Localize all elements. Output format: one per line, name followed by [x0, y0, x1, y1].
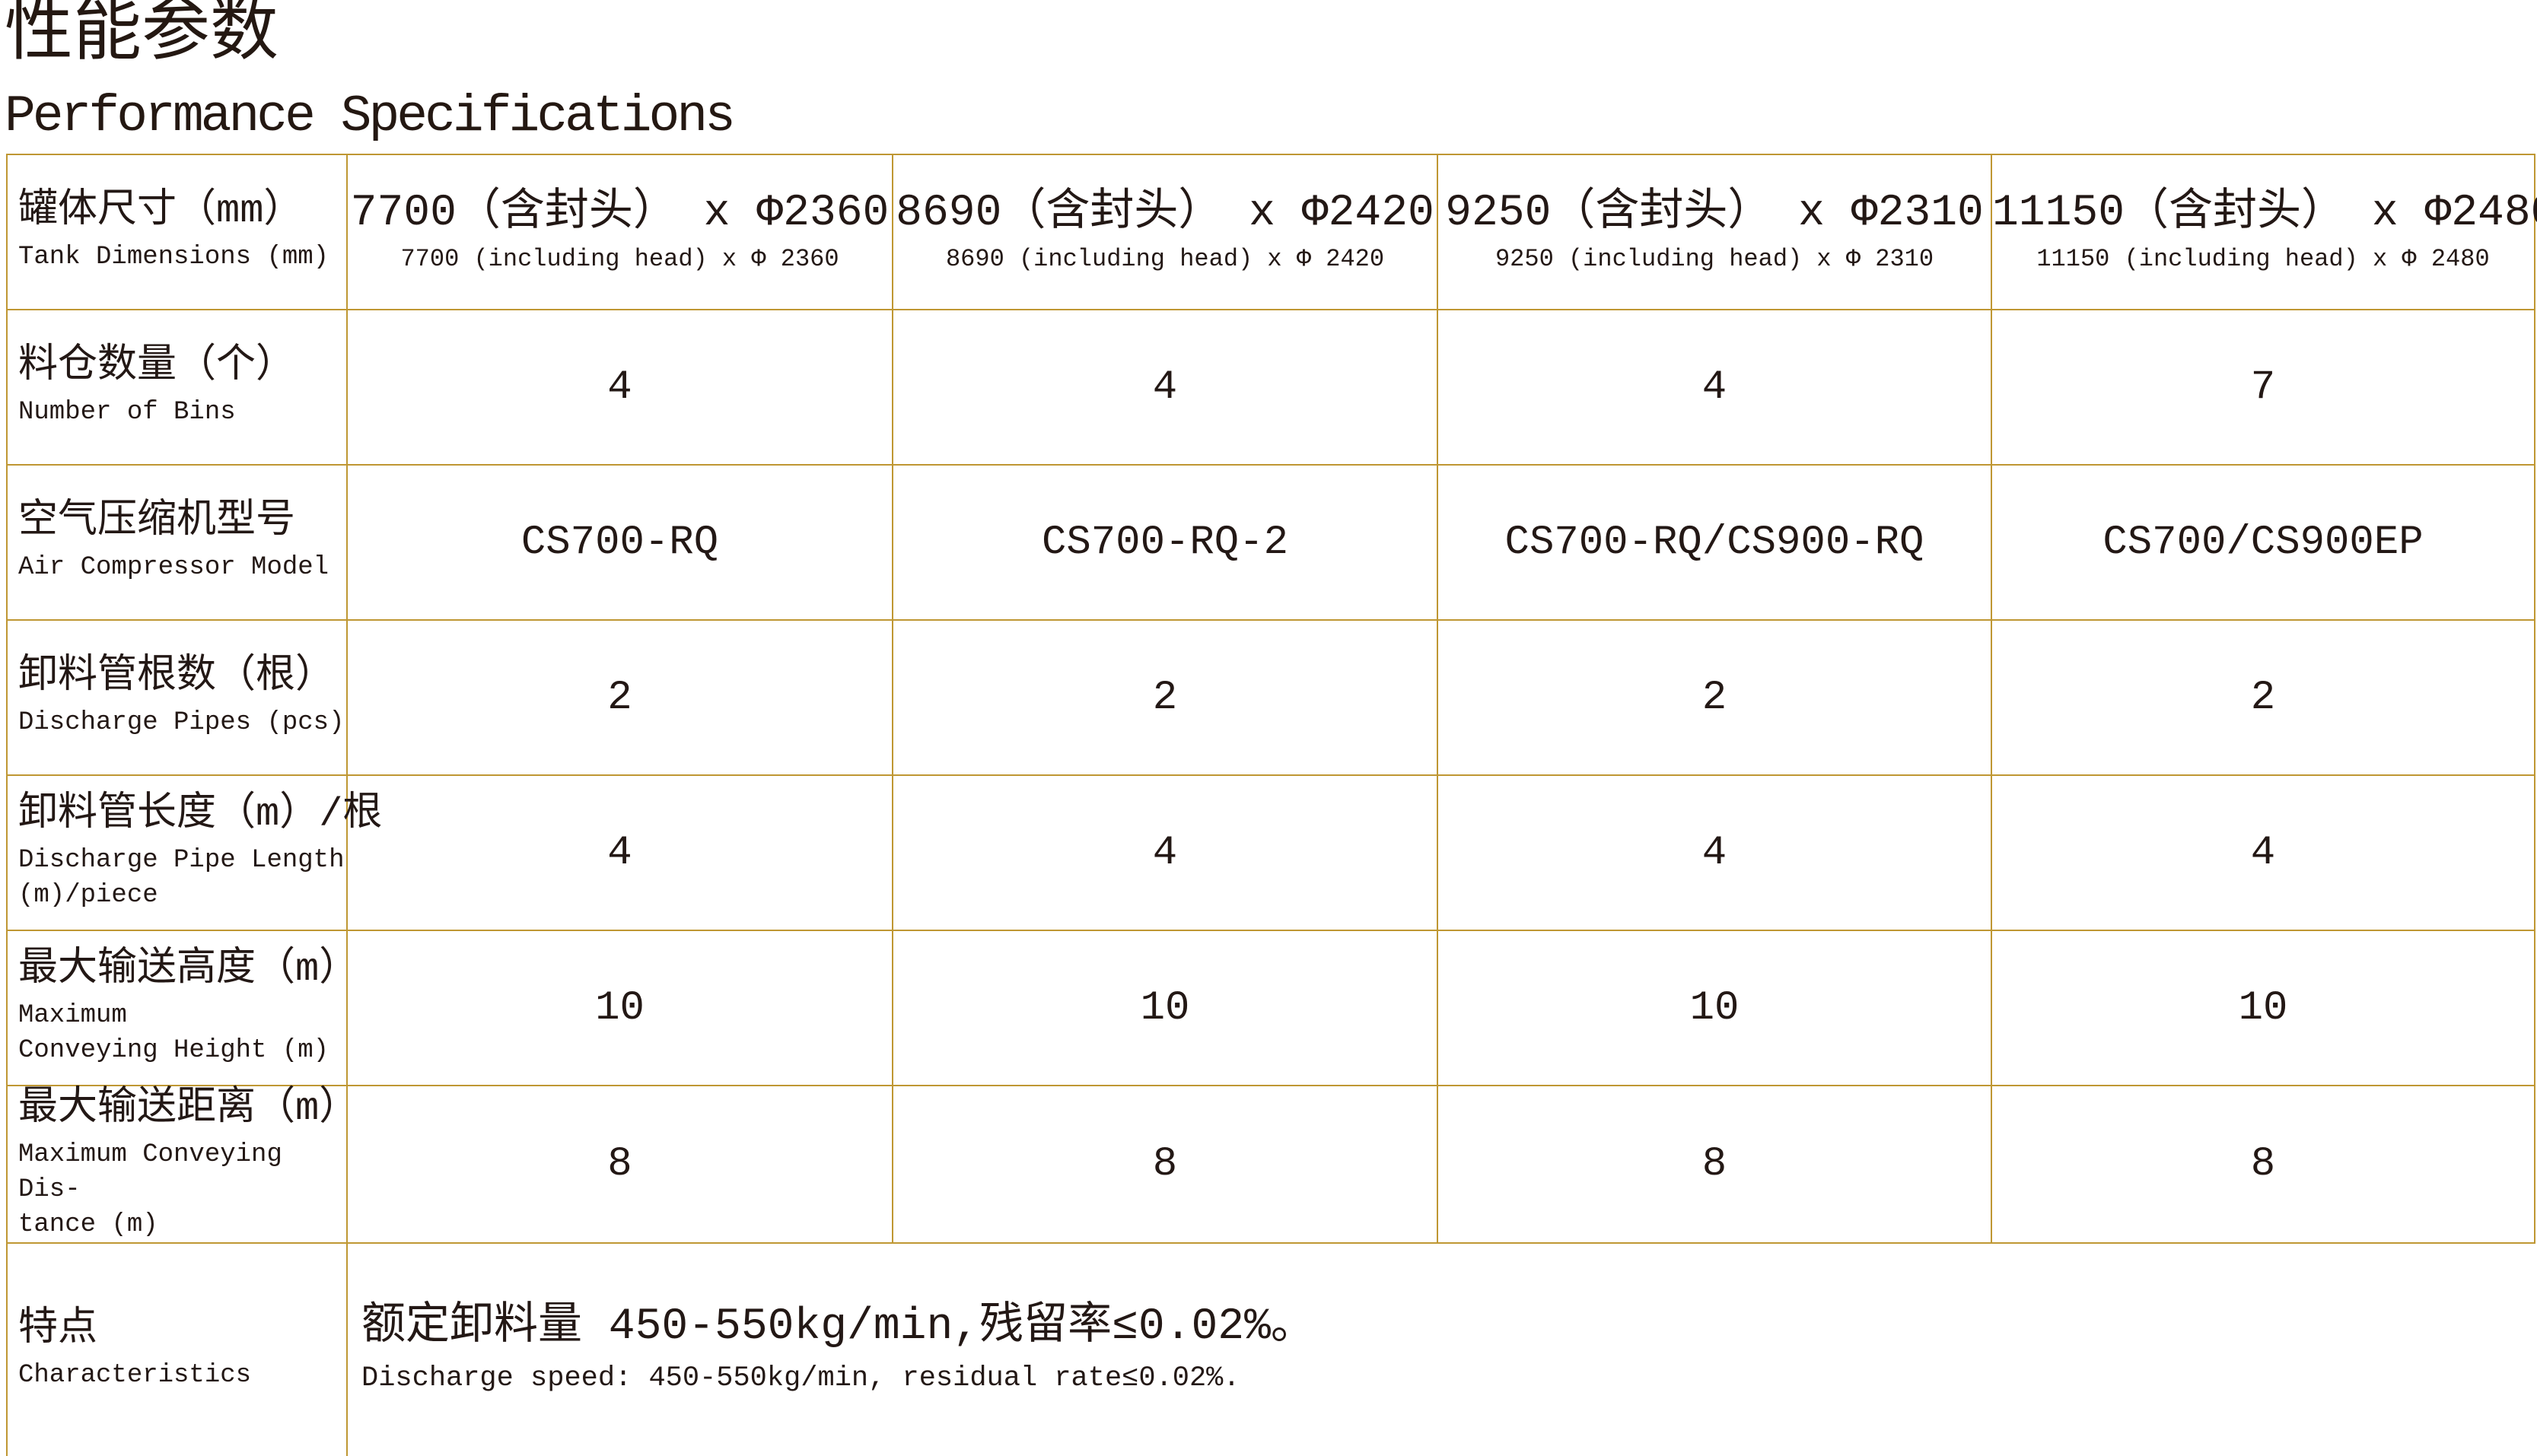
table-row-characteristics: 特点 Characteristics 额定卸料量 450-550kg/min,残… — [6, 1242, 2535, 1456]
spec-value: 4 — [607, 364, 632, 411]
distance-model3: 8 — [1437, 1084, 1992, 1245]
page-header: 性能参数 Performance Specifications — [5, 0, 736, 147]
spec-value: 10 — [1140, 984, 1190, 1032]
spec-value: 4 — [607, 829, 632, 876]
spec-value: CS700/CS900EP — [2102, 519, 2424, 566]
compressor-model1: CS700-RQ — [346, 464, 893, 621]
row-header-number-of-bins: 料仓数量（个） Number of Bins — [6, 309, 348, 466]
height-model3: 10 — [1437, 930, 1992, 1086]
row-label-en: Number of Bins — [18, 397, 236, 427]
spec-value-en: 11150 (including head) x Φ 2480 — [2036, 244, 2490, 273]
characteristics-note: 额定卸料量 450-550kg/min,残留率≤0.02%。 Discharge… — [346, 1242, 2535, 1456]
row-label-cn: 特点 — [18, 1307, 98, 1353]
spec-value: CS700-RQ-2 — [1041, 519, 1289, 566]
spec-value: 8 — [2250, 1141, 2276, 1188]
row-header-max-conveying-distance: 最大输送距离（m） Maximum Conveying Dis- tance (… — [6, 1084, 359, 1245]
table-row-tank-dimensions: 罐体尺寸（mm） Tank Dimensions (mm) 7700（含封头） … — [6, 154, 2537, 310]
tank-dimensions-model1: 7700（含封头） x Φ2360 7700 (including head) … — [346, 154, 893, 310]
row-label-cn: 罐体尺寸（mm） — [18, 189, 304, 234]
spec-value-en: 9250 (including head) x Φ 2310 — [1495, 244, 1934, 273]
row-header-characteristics: 特点 Characteristics — [6, 1242, 348, 1456]
characteristics-note-cn: 额定卸料量 450-550kg/min,残留率≤0.02%。 — [361, 1302, 1315, 1352]
spec-value: 8 — [1152, 1141, 1178, 1188]
distance-model4: 8 — [1991, 1084, 2535, 1245]
distance-model2: 8 — [892, 1084, 1438, 1245]
spec-value: CS700-RQ — [520, 519, 719, 566]
spec-value: 10 — [595, 984, 645, 1032]
spec-value: 2 — [2250, 674, 2276, 721]
row-label-cn: 最大输送距离（m） — [18, 1086, 359, 1131]
table-row-number-of-bins: 料仓数量（个） Number of Bins 4 4 4 7 — [6, 309, 2535, 466]
table-row-max-conveying-height: 最大输送高度（m） Maximum Conveying Height (m) 1… — [6, 930, 2535, 1086]
pipes-model3: 2 — [1437, 619, 1992, 776]
spec-value: 4 — [1152, 829, 1178, 876]
spec-value-cn: 9250（含封头） x Φ2310 — [1445, 189, 1984, 239]
row-label-en: Tank Dimensions (mm) — [18, 242, 329, 272]
row-label-en: Characteristics — [18, 1360, 252, 1390]
distance-model1: 8 — [346, 1084, 893, 1245]
compressor-model4: CS700/CS900EP — [1991, 464, 2535, 621]
row-header-discharge-pipe-length: 卸料管长度（m）/根 Discharge Pipe Length (m)/pie… — [6, 774, 383, 931]
spec-value-cn: 11150（含封头） x Φ2480 — [1992, 189, 2537, 239]
page-subtitle: Performance Specifications — [5, 87, 736, 147]
row-header-air-compressor-model: 空气压缩机型号 Air Compressor Model — [6, 464, 348, 621]
row-label-en: Maximum Conveying Dis- tance (m) — [18, 1140, 282, 1239]
spec-value-cn: 8690（含封头） x Φ2420 — [896, 189, 1434, 239]
height-model4: 10 — [1991, 930, 2535, 1086]
bins-model4: 7 — [1991, 309, 2535, 466]
compressor-model3: CS700-RQ/CS900-RQ — [1437, 464, 1992, 621]
spec-value: 4 — [1701, 364, 1727, 411]
bins-model3: 4 — [1437, 309, 1992, 466]
spec-value: 8 — [1701, 1141, 1727, 1188]
pipe-length-model2: 4 — [892, 774, 1438, 931]
spec-value: 2 — [1701, 674, 1727, 721]
spec-value: 4 — [1152, 364, 1178, 411]
row-header-tank-dimensions: 罐体尺寸（mm） Tank Dimensions (mm) — [6, 154, 348, 310]
table-row-discharge-pipe-length: 卸料管长度（m）/根 Discharge Pipe Length (m)/pie… — [6, 774, 2535, 931]
spec-value: 8 — [607, 1141, 632, 1188]
row-label-cn: 空气压缩机型号 — [18, 499, 296, 545]
spec-value: CS700-RQ/CS900-RQ — [1504, 519, 1924, 566]
table-row-max-conveying-distance: 最大输送距离（m） Maximum Conveying Dis- tance (… — [6, 1084, 2535, 1245]
page-title: 性能参数 — [5, 0, 279, 75]
tank-dimensions-model3: 9250（含封头） x Φ2310 9250 (including head) … — [1437, 154, 1992, 310]
spec-value: 4 — [1701, 829, 1727, 876]
pipe-length-model1: 4 — [346, 774, 893, 931]
row-header-discharge-pipes: 卸料管根数（根） Discharge Pipes (pcs) — [6, 619, 348, 776]
pipes-model2: 2 — [892, 619, 1438, 776]
spec-value-en: 8690 (including head) x Φ 2420 — [945, 244, 1385, 273]
pipe-length-model4: 4 — [1991, 774, 2535, 931]
spec-value-cn: 7700（含封头） x Φ2360 — [350, 189, 890, 239]
row-label-cn: 料仓数量（个） — [18, 344, 296, 389]
row-label-en: Maximum Conveying Height (m) — [18, 1001, 329, 1065]
row-label-cn: 最大输送高度（m） — [18, 947, 359, 993]
table-row-discharge-pipes: 卸料管根数（根） Discharge Pipes (pcs) 2 2 2 2 — [6, 619, 2535, 776]
spec-value: 7 — [2250, 364, 2276, 411]
height-model2: 10 — [892, 930, 1438, 1086]
row-label-cn: 卸料管根数（根） — [18, 654, 336, 700]
bins-model2: 4 — [892, 309, 1438, 466]
row-header-max-conveying-height: 最大输送高度（m） Maximum Conveying Height (m) — [6, 930, 359, 1086]
characteristics-note-en: Discharge speed: 450-550kg/min, residual… — [361, 1362, 1240, 1395]
row-label-en: Discharge Pipe Length (m)/piece — [18, 846, 345, 910]
row-label-en: Discharge Pipes (pcs) — [18, 707, 345, 737]
spec-value: 10 — [2238, 984, 2288, 1032]
spec-value: 2 — [607, 674, 632, 721]
performance-spec-table: 罐体尺寸（mm） Tank Dimensions (mm) 7700（含封头） … — [6, 154, 2537, 1456]
spec-value-en: 7700 (including head) x Φ 2360 — [400, 244, 839, 273]
height-model1: 10 — [346, 930, 893, 1086]
compressor-model2: CS700-RQ-2 — [892, 464, 1438, 621]
bins-model1: 4 — [346, 309, 893, 466]
spec-value: 2 — [1152, 674, 1178, 721]
spec-value: 10 — [1689, 984, 1740, 1032]
tank-dimensions-model4: 11150（含封头） x Φ2480 11150 (including head… — [1991, 154, 2537, 310]
table-row-air-compressor-model: 空气压缩机型号 Air Compressor Model CS700-RQ CS… — [6, 464, 2535, 621]
spec-value: 4 — [2250, 829, 2276, 876]
pipe-length-model3: 4 — [1437, 774, 1992, 931]
tank-dimensions-model2: 8690（含封头） x Φ2420 8690 (including head) … — [892, 154, 1438, 310]
pipes-model1: 2 — [346, 619, 893, 776]
row-label-en: Air Compressor Model — [18, 552, 329, 582]
row-label-cn: 卸料管长度（m）/根 — [18, 792, 383, 838]
pipes-model4: 2 — [1991, 619, 2535, 776]
